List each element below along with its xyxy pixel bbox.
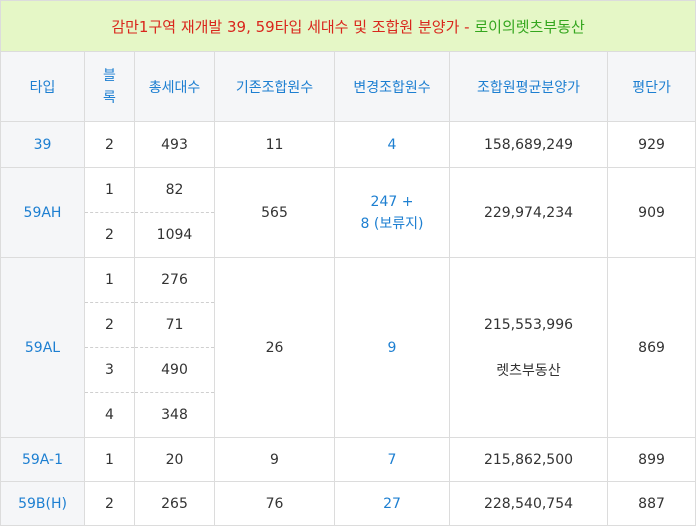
changed-members-line1: 247 + [370, 193, 414, 210]
cell-existing-members: 76 [214, 481, 335, 526]
title-source: 로이의렛츠부동산 [474, 17, 585, 36]
cell-unit-price: 929 [606, 121, 696, 168]
watermark-text: 렛츠부동산 [496, 362, 561, 379]
cell-avg-price: 229,974,234 [449, 167, 608, 258]
title-separator: - [459, 17, 475, 36]
cell-households: 1094 [134, 212, 215, 258]
table-row: 2 1094 [1, 212, 696, 258]
cell-households: 348 [134, 392, 215, 438]
cell-type: 39 [0, 121, 85, 168]
table-row: 4 348 [1, 392, 696, 438]
table-row: 3 490 [1, 347, 696, 393]
title-main: 감만1구역 재개발 39, 59타입 세대수 및 조합원 분양가 [111, 17, 460, 36]
cell-block: 4 [84, 392, 135, 438]
cell-avg-price: 158,689,249 [449, 121, 608, 168]
header-total-households: 총세대수 [134, 51, 215, 122]
avg-price-value: 215,553,996 [483, 316, 574, 333]
cell-block: 2 [84, 481, 135, 526]
cell-changed-members: 9 [334, 257, 450, 438]
header-changed-members: 변경조합원수 [334, 51, 450, 122]
cell-households: 265 [134, 481, 215, 526]
cell-type: 59B(H) [0, 481, 85, 526]
cell-changed-members: 27 [334, 481, 450, 526]
cell-block: 2 [84, 121, 135, 168]
header-type: 타입 [0, 51, 85, 122]
cell-households: 20 [134, 437, 215, 482]
cell-block: 1 [84, 167, 135, 213]
table-row: 59B(H) 2 265 76 27 228,540,754 887 [0, 481, 696, 526]
table-row: 59A-1 1 20 9 7 215,862,500 899 [0, 437, 696, 482]
cell-existing-members: 9 [214, 437, 335, 482]
table-row: 39 2 493 11 4 158,689,249 929 [0, 121, 696, 168]
cell-block: 2 [84, 302, 135, 348]
cell-households: 71 [134, 302, 215, 348]
header-existing-members: 기존조합원수 [214, 51, 335, 122]
cell-avg-price: 228,540,754 [449, 481, 608, 526]
cell-existing-members: 11 [214, 121, 335, 168]
header-avg-price: 조합원평균분양가 [449, 51, 608, 122]
cell-unit-price: 899 [606, 437, 696, 482]
table-row: 2 71 [1, 302, 696, 348]
table-title: 감만1구역 재개발 39, 59타입 세대수 및 조합원 분양가 - 로이의렛츠… [0, 0, 696, 52]
table-row: 59AH 1 82 565 247 + 8 (보류지) 229,974,234 9… [0, 167, 696, 258]
cell-block: 1 [84, 257, 135, 303]
cell-changed-members: 4 [334, 121, 450, 168]
cell-block: 2 [84, 212, 135, 258]
cell-existing-members: 565 [214, 167, 335, 258]
cell-changed-members: 7 [334, 437, 450, 482]
cell-block: 1 [84, 437, 135, 482]
cell-households: 276 [134, 257, 215, 303]
avg-price-gap [451, 336, 607, 360]
cell-unit-price: 909 [606, 167, 696, 258]
cell-existing-members: 26 [214, 257, 335, 438]
cell-type: 59AL [0, 257, 85, 438]
cell-block: 3 [84, 347, 135, 393]
cell-changed-members: 247 + 8 (보류지) [334, 167, 450, 258]
cell-households: 493 [134, 121, 215, 168]
header-block-line1: 블 [103, 67, 116, 84]
cell-avg-price: 215,862,500 [449, 437, 608, 482]
header-block-line2: 록 [103, 89, 116, 106]
cell-households: 490 [134, 347, 215, 393]
cell-unit-price: 869 [606, 257, 696, 438]
cell-households: 82 [134, 167, 215, 213]
changed-members-line2: 8 (보류지) [360, 215, 424, 232]
header-unit-price: 평단가 [606, 51, 696, 122]
cell-unit-price: 887 [606, 481, 696, 526]
table-row: 59AL 1 276 26 9 215,553,996 렛츠부동산 869 [0, 257, 696, 438]
cell-type: 59A-1 [0, 437, 85, 482]
cell-type: 59AH [0, 167, 85, 258]
cell-avg-price: 215,553,996 렛츠부동산 [449, 257, 608, 438]
